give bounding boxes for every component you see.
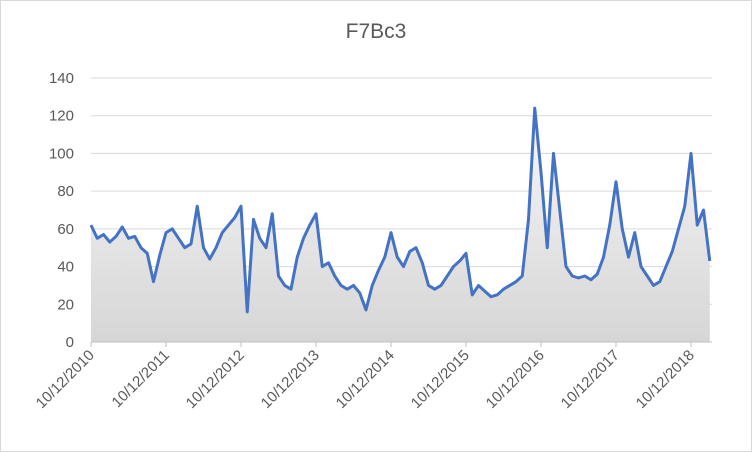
y-tick-label: 40	[57, 259, 74, 276]
chart-title: F7Bc3	[346, 20, 407, 43]
y-tick-label: 20	[57, 296, 74, 313]
y-tick-label: 120	[49, 108, 74, 125]
y-tick-label: 0	[66, 334, 74, 351]
area	[91, 108, 710, 342]
y-tick-label: 80	[57, 183, 74, 200]
y-tick-label: 140	[49, 70, 74, 87]
y-tick-label: 100	[49, 145, 74, 162]
y-tick-label: 60	[57, 221, 74, 238]
line	[89, 106, 712, 314]
